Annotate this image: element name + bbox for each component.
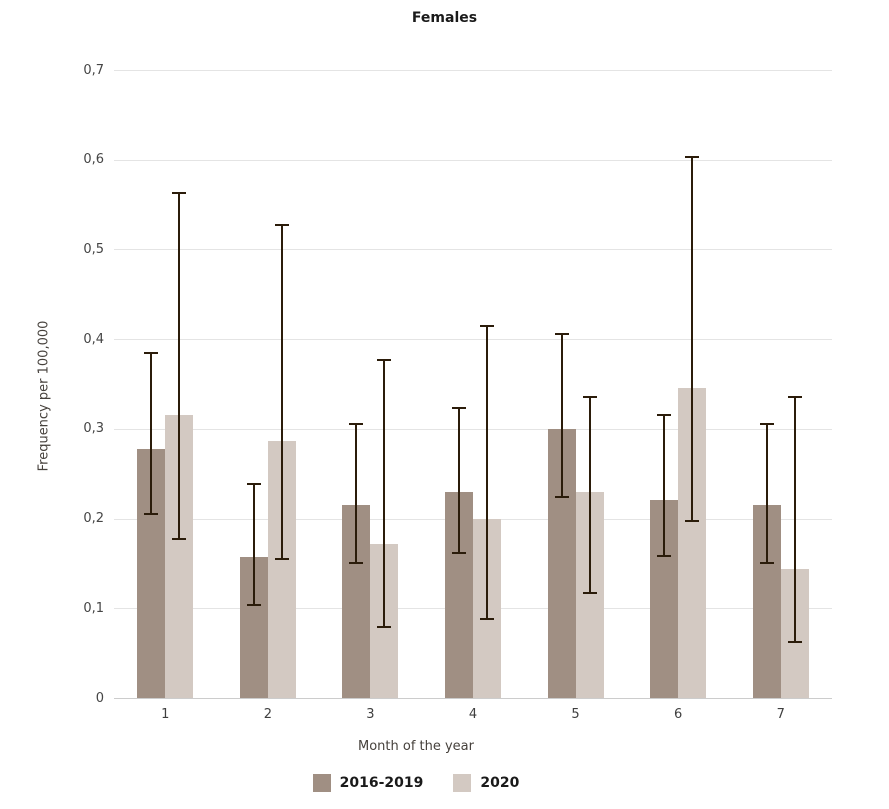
error-bar-line-2016-2019-month-2 [252, 484, 255, 605]
error-bar-cap-bottom-2016-2019-month-5 [554, 496, 569, 499]
error-bar-line-2016-2019-month-1 [150, 353, 153, 515]
error-bar-cap-top-2016-2019-month-4 [452, 407, 466, 410]
gridline-0,7 [114, 70, 832, 71]
error-bar-cap-top-2020-month-3 [377, 358, 392, 361]
error-bar-line-2020-month-6 [691, 157, 694, 522]
x-axis-line [114, 698, 832, 699]
x-tick-label-2: 2 [263, 707, 272, 722]
error-bar-cap-bottom-2016-2019-month-1 [144, 513, 159, 516]
error-bar-cap-top-2016-2019-month-2 [246, 483, 261, 486]
x-tick-label-7: 7 [776, 707, 785, 722]
error-bar-cap-bottom-2020-month-5 [582, 592, 597, 595]
error-bar-line-2020-month-4 [486, 325, 488, 620]
error-bar-cap-top-2020-month-1 [172, 191, 187, 194]
error-bar-line-2016-2019-month-7 [765, 424, 768, 563]
error-bar-line-2016-2019-month-5 [560, 333, 563, 498]
error-bar-cap-bottom-2020-month-6 [685, 520, 700, 523]
error-bar-cap-top-2020-month-5 [582, 395, 597, 398]
error-bar-cap-top-2020-month-4 [480, 324, 494, 327]
error-bar-cap-top-2016-2019-month-6 [657, 414, 672, 417]
error-bar-line-2016-2019-month-6 [663, 415, 666, 557]
legend: 2016-2019 2020 [0, 774, 832, 792]
error-bar-cap-top-2016-2019-month-3 [349, 423, 364, 426]
gridline-0,4 [114, 339, 832, 341]
x-tick-label-6: 6 [674, 707, 683, 722]
x-axis-title: Month of the year [357, 739, 474, 754]
error-bar-cap-top-2020-month-6 [685, 156, 700, 159]
error-bar-cap-top-2020-month-7 [787, 395, 802, 398]
error-bar-line-2020-month-2 [280, 225, 283, 559]
error-bar-line-2020-month-5 [588, 396, 591, 594]
y-tick-label-0,6: 0,6 [83, 152, 104, 168]
error-bar-line-2020-month-7 [793, 396, 796, 643]
error-bar-cap-bottom-2020-month-2 [274, 557, 289, 560]
legend-item-2016-2019[interactable]: 2016-2019 [312, 774, 424, 792]
error-bar-cap-bottom-2020-month-1 [172, 538, 187, 541]
y-tick-label-0,5: 0,5 [83, 241, 104, 257]
error-bar-cap-top-2016-2019-month-5 [554, 332, 569, 335]
x-tick-label-5: 5 [571, 707, 580, 722]
x-tick-label-3: 3 [366, 707, 375, 722]
y-tick-label-0,3: 0,3 [83, 421, 104, 437]
error-bar-line-2016-2019-month-4 [458, 408, 460, 553]
y-tick-label-0,7: 0,7 [83, 62, 104, 78]
legend-swatch-2020 [453, 774, 472, 792]
error-bar-cap-top-2016-2019-month-1 [144, 352, 159, 355]
error-bar-cap-bottom-2020-month-3 [377, 626, 392, 629]
error-bar-line-2020-month-3 [383, 359, 386, 628]
legend-swatch-2016-2019 [312, 774, 331, 792]
error-bar-cap-bottom-2016-2019-month-2 [246, 603, 261, 606]
error-bar-cap-bottom-2016-2019-month-6 [657, 555, 672, 558]
error-bar-cap-bottom-2020-month-7 [787, 641, 802, 644]
y-tick-label-0,1: 0,1 [83, 600, 104, 616]
y-tick-label-0,2: 0,2 [83, 511, 104, 527]
gridline-0,5 [114, 249, 832, 251]
y-tick-label-0: 0 [95, 690, 104, 706]
error-bar-cap-bottom-2016-2019-month-7 [759, 561, 774, 564]
x-tick-label-4: 4 [468, 707, 478, 722]
legend-label-2016-2019: 2016-2019 [339, 775, 424, 791]
error-bar-line-2020-month-1 [178, 192, 181, 540]
y-tick-label-0,4: 0,4 [83, 331, 104, 347]
x-tick-label-1: 1 [161, 707, 170, 722]
error-bar-cap-bottom-2016-2019-month-4 [452, 551, 466, 554]
error-bar-cap-bottom-2020-month-4 [480, 618, 494, 621]
chart-title: Females [411, 10, 478, 26]
error-bar-cap-bottom-2016-2019-month-3 [349, 561, 364, 564]
error-bar-line-2016-2019-month-3 [355, 424, 358, 563]
gridline-0,6 [114, 159, 832, 161]
gridline-0,3 [114, 428, 832, 430]
error-bar-cap-top-2020-month-2 [274, 224, 289, 227]
legend-label-2020: 2020 [480, 775, 520, 791]
error-bar-cap-top-2016-2019-month-7 [759, 423, 774, 426]
legend-item-2020[interactable]: 2020 [453, 774, 519, 792]
